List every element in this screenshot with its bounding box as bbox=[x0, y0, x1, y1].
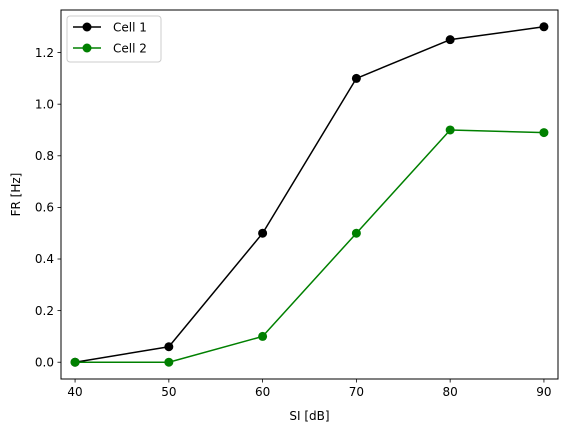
legend-label-cell-2: Cell 2 bbox=[113, 42, 147, 56]
x-axis-label: SI [dB] bbox=[289, 409, 329, 423]
y-axis-label: FR [Hz] bbox=[9, 173, 23, 217]
legend-label-cell-1: Cell 1 bbox=[113, 21, 147, 35]
data-point-cell-1 bbox=[539, 22, 549, 32]
series-line-cell-2 bbox=[74, 129, 545, 363]
data-point-cell-1 bbox=[258, 228, 268, 238]
y-axis-ticks: 0.0 0.2 0.4 0.6 0.8 1.0 1.2 bbox=[35, 46, 61, 369]
y-tick-label: 0.2 bbox=[35, 304, 54, 318]
legend-marker-cell-1 bbox=[82, 22, 92, 32]
y-tick-label: 1.0 bbox=[35, 97, 54, 111]
data-point-cell-2 bbox=[539, 128, 549, 138]
series-layer bbox=[70, 22, 549, 367]
legend-marker-cell-2 bbox=[82, 43, 92, 53]
x-tick-label: 80 bbox=[443, 385, 458, 399]
x-tick-label: 40 bbox=[67, 385, 82, 399]
y-tick-label: 0.0 bbox=[35, 355, 54, 369]
data-point-cell-1 bbox=[351, 73, 361, 83]
data-point-cell-2 bbox=[445, 125, 455, 135]
x-tick-label: 90 bbox=[536, 385, 551, 399]
y-tick-label: 0.4 bbox=[35, 252, 54, 266]
data-point-cell-1 bbox=[445, 35, 455, 45]
x-axis-ticks: 40 50 60 70 80 90 bbox=[67, 379, 552, 399]
legend: Cell 1 Cell 2 bbox=[66, 15, 162, 63]
y-tick-label: 0.6 bbox=[35, 201, 54, 215]
y-tick-label: 1.2 bbox=[35, 46, 54, 60]
y-tick-label: 0.8 bbox=[35, 149, 54, 163]
data-point-cell-2 bbox=[258, 331, 268, 341]
data-point-cell-2 bbox=[351, 228, 361, 238]
x-tick-label: 60 bbox=[255, 385, 270, 399]
data-point-cell-2 bbox=[70, 357, 80, 367]
data-point-cell-2 bbox=[164, 357, 174, 367]
plot-area bbox=[60, 9, 559, 380]
series-line-cell-1 bbox=[74, 25, 545, 364]
x-tick-label: 70 bbox=[349, 385, 364, 399]
x-tick-label: 50 bbox=[161, 385, 176, 399]
data-point-cell-1 bbox=[164, 342, 174, 352]
